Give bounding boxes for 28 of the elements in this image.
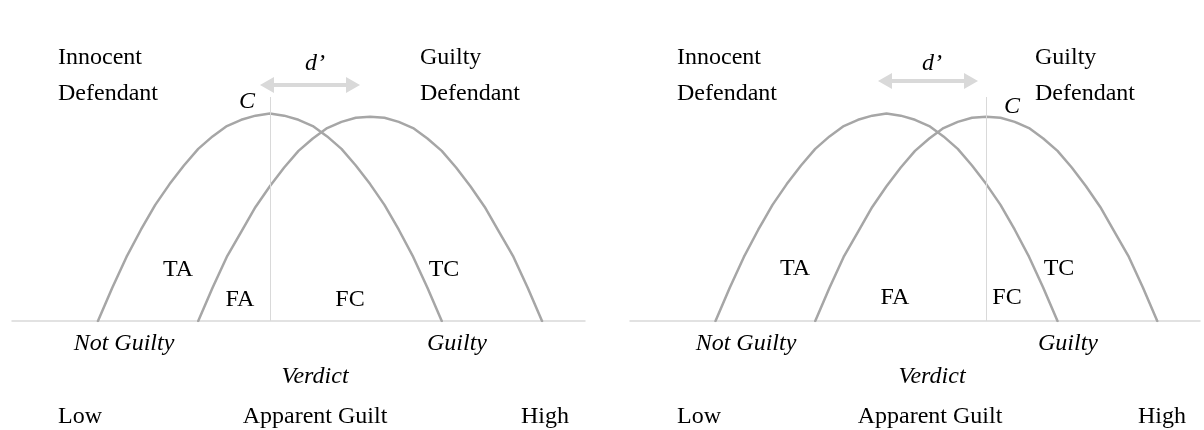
text: d’	[922, 49, 942, 75]
annotation: TC	[1043, 254, 1075, 280]
text: C	[238, 87, 256, 113]
text: d’	[305, 49, 325, 75]
series-label: Guilty Defendant	[420, 43, 521, 105]
annotation: TC	[428, 255, 460, 281]
text: High	[1138, 402, 1186, 428]
text: Low	[58, 402, 103, 428]
text: Guilty	[1038, 329, 1099, 355]
text: High	[521, 402, 569, 428]
annotation: TA	[162, 255, 194, 281]
annotation: C	[1003, 92, 1021, 118]
annotation: FC	[335, 285, 365, 311]
x-axis-title: Apparent Guilt	[242, 402, 388, 428]
text: Guilty	[427, 329, 488, 355]
text: Low	[677, 402, 722, 428]
series-label: Guilty Defendant	[1035, 43, 1136, 105]
text: Not Guilty	[72, 329, 175, 355]
text: Innocent Defendant	[58, 43, 159, 105]
text: Not Guilty	[694, 329, 797, 355]
x-axis-title: Apparent Guilt	[857, 402, 1003, 428]
annotation: FA	[880, 283, 911, 309]
text: Verdict	[898, 362, 967, 388]
annotation: TA	[779, 254, 811, 280]
annotation: FA	[225, 285, 256, 311]
text: Innocent Defendant	[677, 43, 778, 105]
annotation: FC	[992, 283, 1022, 309]
text: Verdict	[281, 362, 350, 388]
